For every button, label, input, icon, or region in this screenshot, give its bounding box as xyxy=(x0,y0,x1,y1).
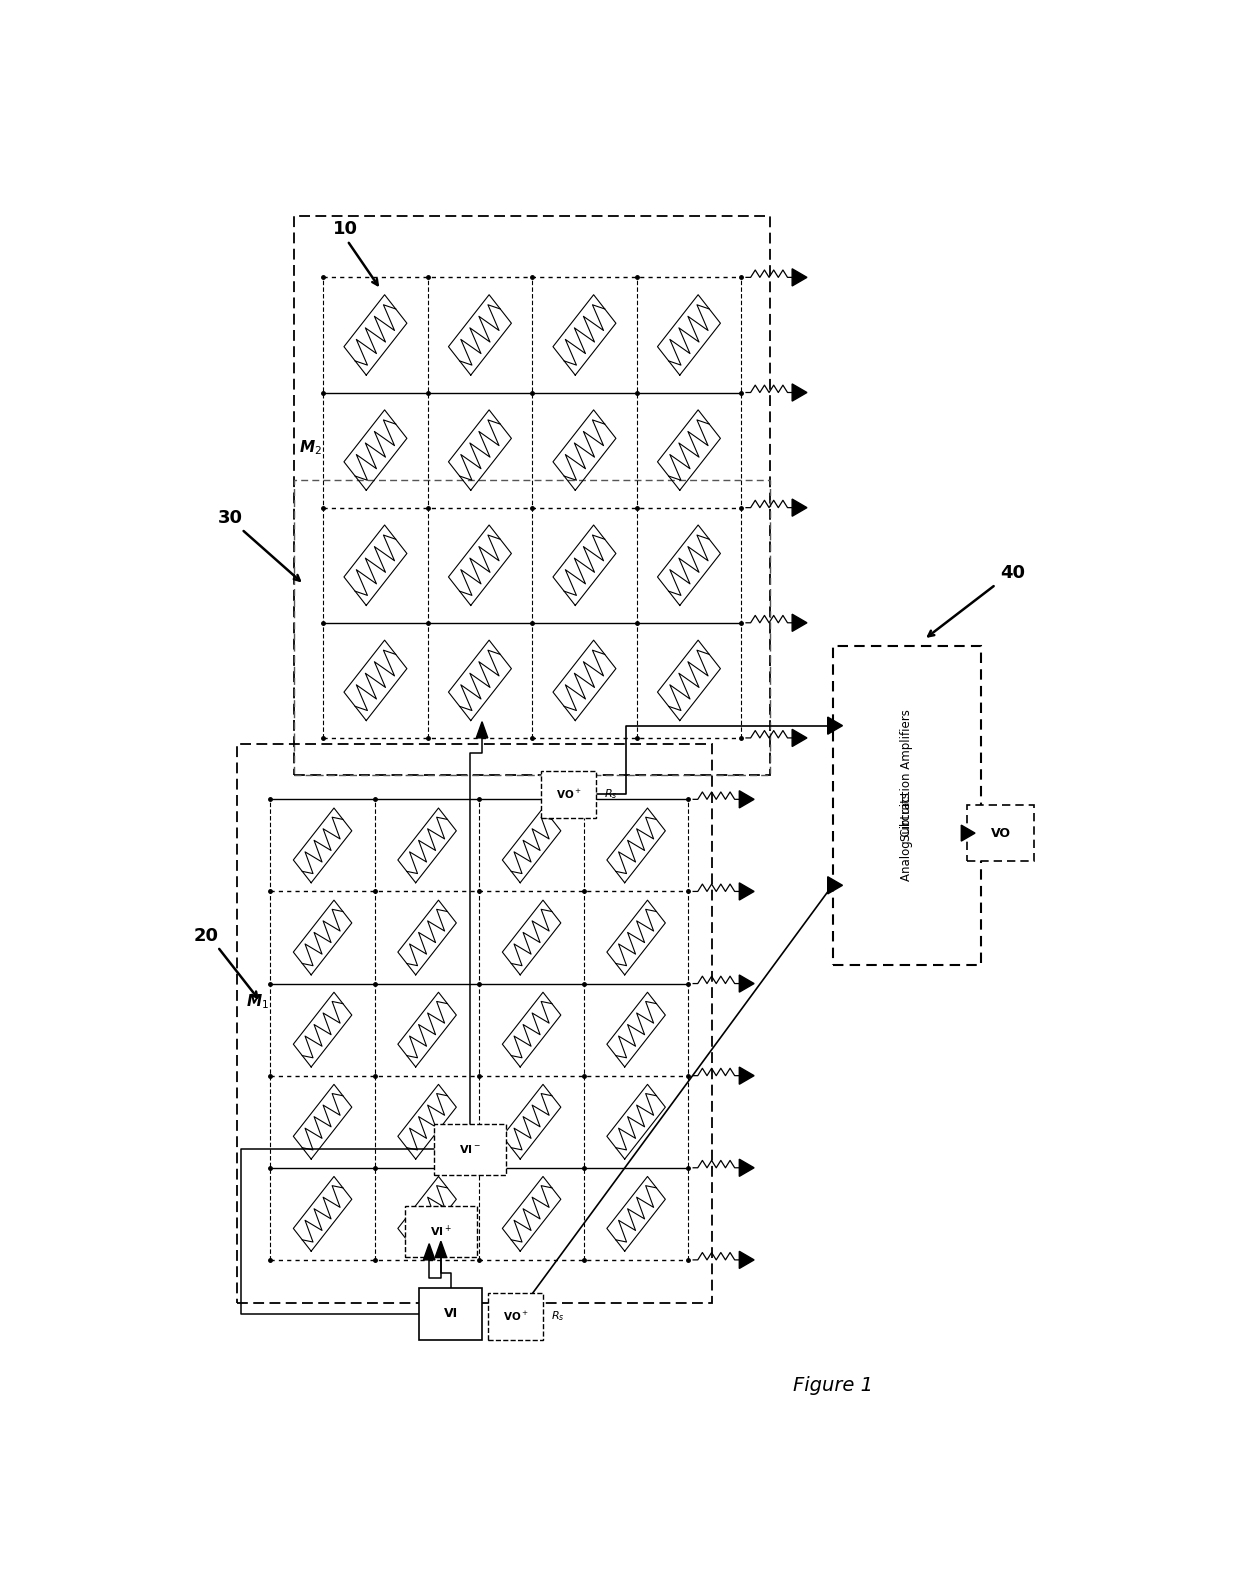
Polygon shape xyxy=(792,384,807,400)
Text: VI$^-$: VI$^-$ xyxy=(459,1144,481,1155)
Text: VI$^+$: VI$^+$ xyxy=(430,1223,451,1239)
Polygon shape xyxy=(476,721,487,738)
Polygon shape xyxy=(961,825,975,841)
Bar xyxy=(294,480,770,775)
Text: R$_s$: R$_s$ xyxy=(551,1309,565,1324)
Text: Subtraction Amplifiers: Subtraction Amplifiers xyxy=(900,708,914,841)
Text: VO$^+$: VO$^+$ xyxy=(502,1309,528,1322)
Polygon shape xyxy=(739,1160,754,1177)
Polygon shape xyxy=(792,499,807,517)
Bar xyxy=(541,770,596,818)
Bar xyxy=(832,646,982,965)
Bar xyxy=(419,1289,481,1340)
Bar xyxy=(237,743,712,1303)
Bar xyxy=(294,215,770,775)
Text: 40: 40 xyxy=(1001,565,1025,582)
Polygon shape xyxy=(739,884,754,900)
Polygon shape xyxy=(792,270,807,286)
Text: 10: 10 xyxy=(332,220,358,238)
Text: Figure 1: Figure 1 xyxy=(792,1375,873,1394)
Text: M$_2$: M$_2$ xyxy=(299,439,322,458)
Polygon shape xyxy=(739,1067,754,1085)
Text: 30: 30 xyxy=(217,509,243,526)
Text: VI: VI xyxy=(444,1308,458,1321)
Bar xyxy=(404,1206,477,1257)
Polygon shape xyxy=(435,1241,446,1257)
Bar xyxy=(434,1123,506,1176)
Text: VO$^+$: VO$^+$ xyxy=(556,788,582,801)
Polygon shape xyxy=(792,614,807,632)
Text: R$_s$: R$_s$ xyxy=(604,788,618,801)
Text: VO: VO xyxy=(991,826,1011,839)
Bar xyxy=(967,805,1034,861)
Text: Analog Circuits: Analog Circuits xyxy=(900,791,914,880)
Polygon shape xyxy=(792,729,807,746)
Text: M$_1$: M$_1$ xyxy=(247,992,269,1011)
Polygon shape xyxy=(739,975,754,992)
Polygon shape xyxy=(739,1252,754,1268)
Text: 20: 20 xyxy=(193,927,218,944)
Polygon shape xyxy=(828,718,842,734)
Polygon shape xyxy=(423,1244,435,1260)
Polygon shape xyxy=(739,791,754,809)
Polygon shape xyxy=(828,877,842,893)
Bar xyxy=(487,1294,543,1340)
